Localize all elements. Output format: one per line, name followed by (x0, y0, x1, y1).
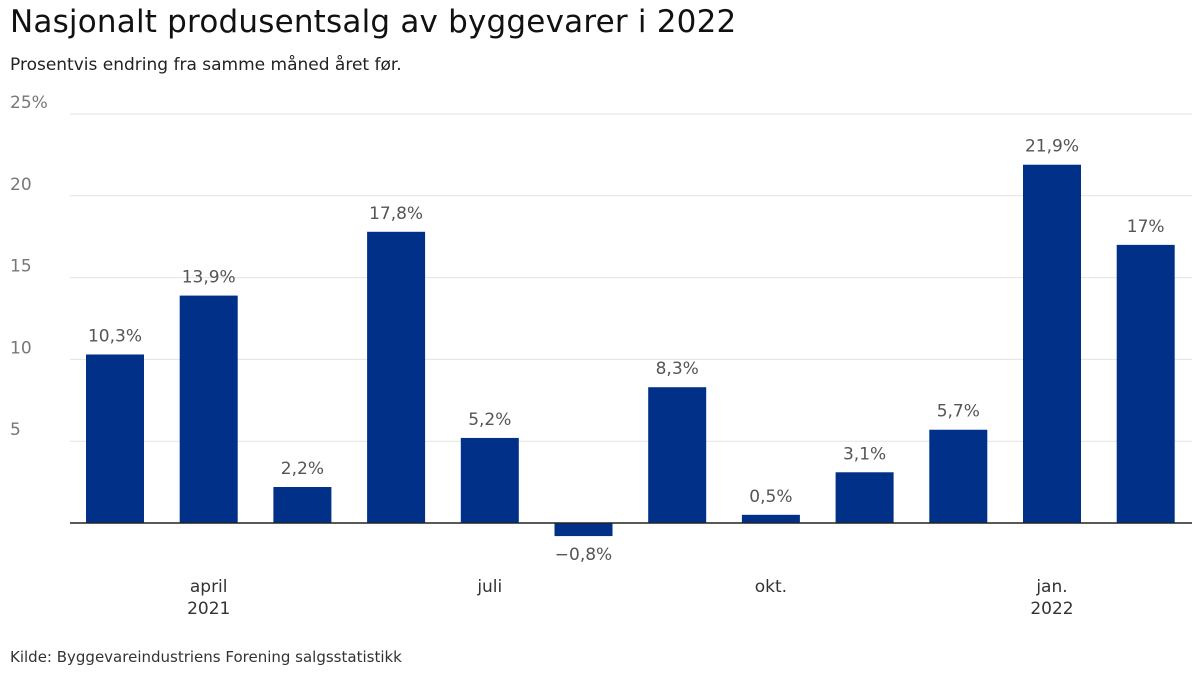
data-label: 2,2% (281, 459, 324, 479)
source-note: Kilde: Byggevareindustriens Forening sal… (10, 648, 402, 666)
data-label: 13,9% (182, 268, 236, 288)
chart-subtitle: Prosentvis endring fra samme måned året … (10, 55, 402, 75)
bar (835, 472, 894, 523)
x-tick-label: 2022 (1030, 599, 1073, 619)
bar (86, 354, 144, 523)
x-tick-label: okt. (755, 577, 787, 597)
data-label: 5,7% (937, 402, 980, 422)
y-tick-label: 15 (10, 257, 32, 277)
y-tick-label: 10 (10, 338, 32, 358)
chart-title: Nasjonalt produsentsalg av byggevarer i … (10, 4, 737, 40)
data-label: 10,3% (88, 326, 142, 346)
x-tick-label: april (190, 577, 228, 597)
bar (460, 437, 519, 523)
bar (367, 231, 426, 524)
x-tick-label: 2021 (187, 599, 230, 619)
bar (741, 514, 800, 523)
data-label: 17% (1127, 217, 1165, 237)
data-label: 5,2% (468, 410, 511, 430)
y-tick-label: 25% (10, 93, 48, 113)
bar (929, 429, 988, 523)
bar (273, 487, 332, 523)
x-tick-label: jan. (1035, 577, 1067, 597)
data-label: 0,5% (749, 487, 792, 507)
bar (1116, 244, 1175, 523)
x-tick-label: juli (476, 577, 502, 597)
bar (179, 295, 238, 523)
data-label: 21,9% (1025, 137, 1079, 157)
data-label: 3,1% (843, 444, 886, 464)
data-label: 17,8% (369, 204, 423, 224)
bar (648, 387, 707, 523)
data-label: −0,8% (555, 545, 612, 565)
y-tick-label: 5 (10, 420, 21, 440)
data-label: 8,3% (656, 359, 699, 379)
bar (554, 523, 613, 537)
bar (1023, 164, 1081, 523)
y-tick-label: 20 (10, 175, 32, 195)
